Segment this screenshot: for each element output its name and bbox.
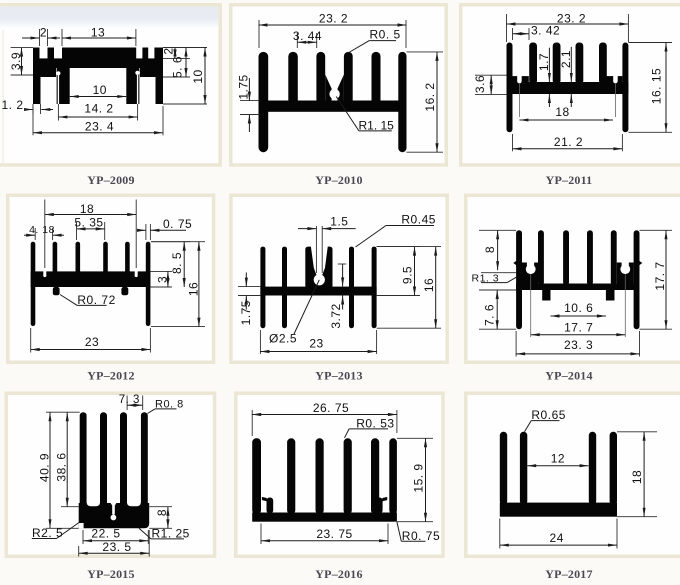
svg-text:24: 24	[550, 531, 564, 545]
svg-text:YP–2014: YP–2014	[545, 369, 592, 383]
svg-text:YP–2016: YP–2016	[315, 567, 362, 581]
svg-text:23: 23	[309, 337, 323, 351]
svg-text:16. 15: 16. 15	[650, 68, 664, 104]
svg-text:YP–2015: YP–2015	[87, 567, 134, 581]
svg-text:17. 7: 17. 7	[564, 320, 593, 334]
svg-text:R0.45: R0.45	[401, 213, 436, 227]
svg-text:3.72: 3.72	[329, 303, 343, 328]
svg-text:3.6: 3.6	[473, 75, 487, 93]
svg-text:5. 6: 5. 6	[171, 56, 185, 78]
svg-text:1.7: 1.7	[537, 53, 551, 71]
svg-text:23. 5: 23. 5	[102, 540, 131, 554]
svg-text:2.1: 2.1	[559, 50, 573, 68]
svg-text:3.9: 3.9	[9, 52, 23, 70]
svg-text:2: 2	[162, 47, 176, 54]
svg-text:8: 8	[483, 246, 497, 253]
svg-text:12: 12	[551, 452, 565, 466]
svg-text:8. 5: 8. 5	[170, 252, 184, 274]
svg-text:4. 18: 4. 18	[29, 224, 55, 236]
svg-text:10: 10	[93, 83, 107, 97]
svg-text:8: 8	[155, 509, 169, 516]
svg-text:3: 3	[155, 276, 169, 283]
svg-text:R1. 25: R1. 25	[152, 527, 190, 541]
svg-text:R0. 53: R0. 53	[356, 416, 394, 430]
svg-text:23. 4: 23. 4	[85, 120, 114, 134]
svg-text:16: 16	[187, 282, 201, 296]
svg-text:R0. 8: R0. 8	[155, 399, 184, 411]
svg-text:23: 23	[85, 335, 99, 349]
svg-text:YP–2010: YP–2010	[315, 173, 362, 187]
svg-text:10. 6: 10. 6	[564, 301, 593, 315]
svg-text:1.5: 1.5	[330, 215, 348, 229]
svg-text:0. 75: 0. 75	[163, 217, 192, 231]
svg-text:7. 3: 7. 3	[119, 394, 140, 406]
svg-text:9.5: 9.5	[401, 266, 415, 284]
svg-text:R1. 15: R1. 15	[359, 119, 395, 133]
svg-text:1. 2: 1. 2	[1, 98, 23, 112]
svg-text:1.75: 1.75	[239, 300, 253, 325]
svg-text:Ø2.5: Ø2.5	[269, 332, 297, 346]
svg-text:17. 7: 17. 7	[653, 261, 667, 290]
svg-text:2: 2	[40, 25, 47, 39]
svg-text:18: 18	[80, 202, 94, 216]
svg-text:18: 18	[630, 470, 644, 484]
svg-text:R0. 5: R0. 5	[370, 28, 401, 42]
svg-text:22. 5: 22. 5	[91, 526, 120, 540]
svg-text:23. 2: 23. 2	[557, 12, 586, 26]
svg-text:38. 6: 38. 6	[55, 452, 69, 481]
svg-text:3. 44: 3. 44	[293, 29, 322, 43]
svg-text:R2. 5: R2. 5	[32, 526, 63, 540]
svg-text:16. 2: 16. 2	[423, 82, 437, 111]
svg-text:40. 9: 40. 9	[37, 453, 51, 482]
svg-text:14. 2: 14. 2	[84, 102, 113, 116]
svg-text:R0. 72: R0. 72	[77, 293, 115, 307]
svg-text:R0. 75: R0. 75	[402, 529, 440, 543]
svg-text:16: 16	[422, 278, 436, 292]
svg-text:10: 10	[191, 69, 205, 83]
svg-text:R0.65: R0.65	[531, 408, 566, 422]
svg-text:YP–2017: YP–2017	[545, 567, 592, 581]
svg-text:23. 2: 23. 2	[319, 12, 348, 26]
svg-text:23. 3: 23. 3	[564, 338, 593, 352]
svg-text:18: 18	[555, 105, 569, 119]
svg-text:YP–2009: YP–2009	[87, 173, 134, 187]
svg-text:15. 9: 15. 9	[411, 463, 425, 492]
svg-text:7. 6: 7. 6	[483, 304, 497, 326]
svg-text:YP–2013: YP–2013	[315, 369, 362, 383]
svg-text:26. 75: 26. 75	[313, 401, 349, 415]
svg-text:YP–2012: YP–2012	[87, 369, 134, 383]
svg-text:23. 75: 23. 75	[316, 527, 352, 541]
svg-text:3. 42: 3. 42	[531, 23, 560, 37]
svg-text:13: 13	[91, 25, 105, 39]
svg-text:1.75: 1.75	[237, 74, 251, 99]
svg-text:21. 2: 21. 2	[554, 135, 583, 149]
svg-text:5. 35: 5. 35	[74, 215, 103, 229]
svg-text:R1. 3: R1. 3	[472, 272, 500, 284]
svg-text:YP–2011: YP–2011	[546, 173, 593, 187]
